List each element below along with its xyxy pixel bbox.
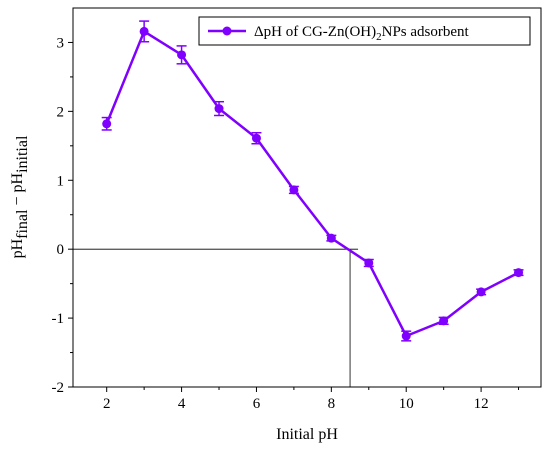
- y-axis-title: pHfinal − pHinitial: [9, 135, 31, 258]
- data-point-7: [289, 185, 299, 195]
- y-tick-label-1: 1: [57, 173, 65, 189]
- data-point-2: [102, 119, 112, 129]
- y-axis-title-base1: pH: [9, 238, 26, 258]
- data-point-9: [364, 258, 374, 268]
- y-tick-label--1: -1: [52, 311, 65, 327]
- data-point-6: [251, 133, 261, 143]
- y-axis-title-sub1: final: [14, 209, 31, 239]
- data-point-4: [177, 50, 187, 60]
- data-point-3: [139, 26, 149, 36]
- legend-marker: [222, 26, 232, 36]
- y-tick-label-3: 3: [57, 35, 65, 51]
- y-axis-title-sub2: initial: [14, 135, 31, 173]
- legend: ΔpH of CG-Zn(OH)2NPs adsorbent: [198, 16, 531, 46]
- legend-label-suffix: NPs adsorbent: [382, 24, 470, 40]
- y-tick-label-0: 0: [57, 242, 65, 258]
- data-point-12: [476, 287, 486, 297]
- x-tick-label-6: 6: [253, 396, 261, 412]
- legend-box: [198, 16, 531, 46]
- plot-frame: [72, 7, 542, 388]
- data-point-13: [514, 268, 524, 278]
- x-axis-title: Initial pH: [276, 426, 338, 443]
- series-line: [105, 30, 520, 338]
- x-tick-label-12: 12: [474, 396, 489, 412]
- legend-label-sub: 2: [376, 31, 382, 43]
- legend-label: ΔpH of CG-Zn(OH)2NPs adsorbent: [254, 24, 470, 43]
- x-tick-label-8: 8: [328, 396, 336, 412]
- y-axis-title-minus: −: [9, 192, 26, 209]
- series: [101, 20, 524, 342]
- data-point-11: [439, 316, 449, 326]
- data-point-10: [401, 331, 411, 341]
- data-point-8: [326, 233, 336, 243]
- x-tick-label-10: 10: [399, 396, 414, 412]
- y-tick-label--2: -2: [52, 380, 65, 396]
- y-tick-label-2: 2: [57, 104, 65, 120]
- data-point-5: [214, 104, 224, 114]
- y-axis-title-base2: pH: [9, 172, 26, 192]
- x-tick-label-2: 2: [103, 396, 111, 412]
- legend-label-prefix: ΔpH of CG-Zn(OH): [254, 24, 376, 40]
- reference-lines: [73, 248, 359, 387]
- x-tick-label-4: 4: [178, 396, 186, 412]
